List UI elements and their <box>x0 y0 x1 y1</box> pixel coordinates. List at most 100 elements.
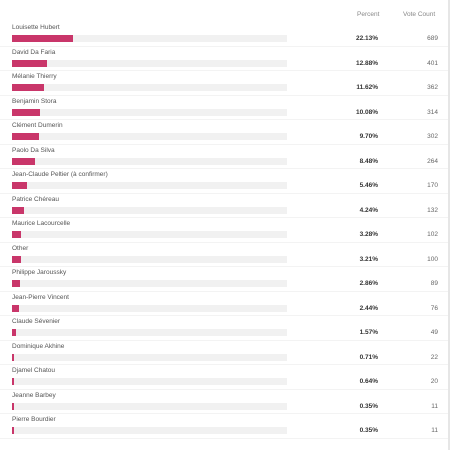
result-row: Louisette Hubert 22.13% 689 <box>0 22 450 47</box>
candidate-name: Dominique Akhine <box>12 342 65 350</box>
vote-bar-track <box>12 157 287 165</box>
vote-bar-fill <box>12 402 14 410</box>
vote-percent: 1.57% <box>359 329 378 336</box>
vote-count: 49 <box>430 329 438 336</box>
vote-bar-fill <box>12 255 21 263</box>
vote-bar-track <box>12 182 287 189</box>
candidate-name: Louisette Hubert <box>12 24 60 31</box>
candidate-name: Mélanie Thierry <box>12 73 57 80</box>
vote-bar-track <box>12 329 287 336</box>
vote-count: 102 <box>427 231 438 238</box>
vote-bar-fill <box>12 280 20 287</box>
candidate-name: Claude Sévenier <box>12 318 61 325</box>
candidate-name: Paolo Da Silva <box>12 146 55 154</box>
vote-bar-fill <box>12 157 36 165</box>
vote-count: 11 <box>431 402 438 410</box>
vote-bar-fill <box>12 427 14 434</box>
candidate-name: Patrice Chéreau <box>12 195 59 203</box>
vote-percent: 4.24% <box>359 206 378 214</box>
result-row: Mélanie Thierry 11.62% 362 <box>0 71 450 96</box>
vote-percent: 0.64% <box>359 378 378 385</box>
candidate-name: Other <box>12 244 29 252</box>
result-row: Claude Sévenier 1.57% 49 <box>0 316 450 341</box>
percent-column-header: Percent <box>357 11 380 18</box>
right-divider <box>448 0 450 450</box>
result-row: Benjamin Stora 10.08% 314 <box>0 96 450 120</box>
vote-count: 132 <box>427 206 438 214</box>
vote-percent: 0.35% <box>359 402 378 410</box>
vote-bar-fill <box>12 329 17 336</box>
result-row: Jeanne Barbey 0.35% 11 <box>0 390 450 414</box>
vote-count: 401 <box>427 59 438 67</box>
vote-percent: 3.28% <box>359 231 378 238</box>
vote-percent: 22.13% <box>355 35 378 42</box>
vote-count: 362 <box>427 84 438 91</box>
vote-percent: 0.35% <box>359 427 378 434</box>
vote-percent: 9.70% <box>359 133 378 140</box>
vote-bar-fill <box>12 231 22 238</box>
vote-percent: 5.46% <box>359 182 378 189</box>
vote-percent: 8.48% <box>359 157 378 165</box>
vote-count: 76 <box>430 304 438 312</box>
vote-bar-track <box>12 231 287 238</box>
vote-count: 170 <box>427 182 438 189</box>
vote-count: 314 <box>427 108 438 116</box>
vote-bar-track <box>12 378 287 385</box>
result-row: Maurice Lacourcelle 3.28% 102 <box>0 218 450 243</box>
result-row: Dominique Akhine 0.71% 22 <box>0 341 450 365</box>
result-row: Paolo Da Silva 8.48% 264 <box>0 145 450 169</box>
vote-count: 302 <box>427 133 438 140</box>
vote-bar-fill <box>12 108 40 116</box>
vote-bar-fill <box>12 182 27 189</box>
result-row: Jean-Claude Peltier (à confirmer) 5.46% 17… <box>0 169 450 194</box>
vote-count: 100 <box>427 255 438 263</box>
vote-percent: 2.44% <box>359 304 378 312</box>
vote-bar-track <box>12 84 287 91</box>
candidate-name: Clément Dumerin <box>12 122 63 129</box>
vote-count: 89 <box>430 280 438 287</box>
candidate-name: Benjamin Stora <box>12 97 57 105</box>
vote-bar-fill <box>12 59 48 67</box>
vote-bar-track <box>12 304 287 312</box>
vote-bar-track <box>12 108 287 116</box>
candidate-name: Philippe Jaroussky <box>12 269 67 276</box>
result-row: David Da Faria 12.88% 401 <box>0 47 450 71</box>
vote-percent: 12.88% <box>355 59 378 67</box>
vote-count: 689 <box>427 35 438 42</box>
vote-bar-track <box>12 35 287 42</box>
result-row: Clément Dumerin 9.70% 302 <box>0 120 450 145</box>
vote-bar-fill <box>12 206 24 214</box>
result-row: Patrice Chéreau 4.24% 132 <box>0 194 450 218</box>
result-row: Jean-Pierre Vincent 2.44% 76 <box>0 292 450 316</box>
vote-bar-fill <box>12 304 19 312</box>
vote-percent: 3.21% <box>359 255 378 263</box>
vote-percent: 10.08% <box>355 108 378 116</box>
vote-bar-track <box>12 206 287 214</box>
candidate-name: Jean-Pierre Vincent <box>12 293 69 301</box>
candidate-name: Jeanne Barbey <box>12 391 56 399</box>
vote-percent: 2.86% <box>359 280 378 287</box>
vote-bar-fill <box>12 133 39 140</box>
vote-bar-fill <box>12 35 73 42</box>
vote-bar-fill <box>12 353 14 361</box>
vote-count: 11 <box>431 427 438 434</box>
candidate-name: David Da Faria <box>12 48 56 56</box>
vote-percent: 0.71% <box>359 353 378 361</box>
vote-bar-fill <box>12 378 14 385</box>
result-row: Djamel Chatou 0.64% 20 <box>0 365 450 390</box>
result-row: Pierre Bourdier 0.35% 11 <box>0 414 450 439</box>
vote-count: 20 <box>430 378 438 385</box>
vote-bar-track <box>12 280 287 287</box>
results-list: Louisette Hubert 22.13% 689 David Da Faria 1… <box>0 22 450 439</box>
candidate-name: Pierre Bourdier <box>12 416 56 423</box>
vote-count: 264 <box>427 157 438 165</box>
vote-bar-track <box>12 353 287 361</box>
vote-count-column-header: Vote Count <box>403 11 436 18</box>
vote-bar-track <box>12 133 287 140</box>
candidate-name: Maurice Lacourcelle <box>12 220 71 227</box>
vote-percent: 11.62% <box>356 84 378 91</box>
candidate-name: Jean-Claude Peltier (à confirmer) <box>12 171 108 178</box>
results-header: Percent Vote Count <box>0 0 450 22</box>
result-row: Philippe Jaroussky 2.86% 89 <box>0 267 450 292</box>
